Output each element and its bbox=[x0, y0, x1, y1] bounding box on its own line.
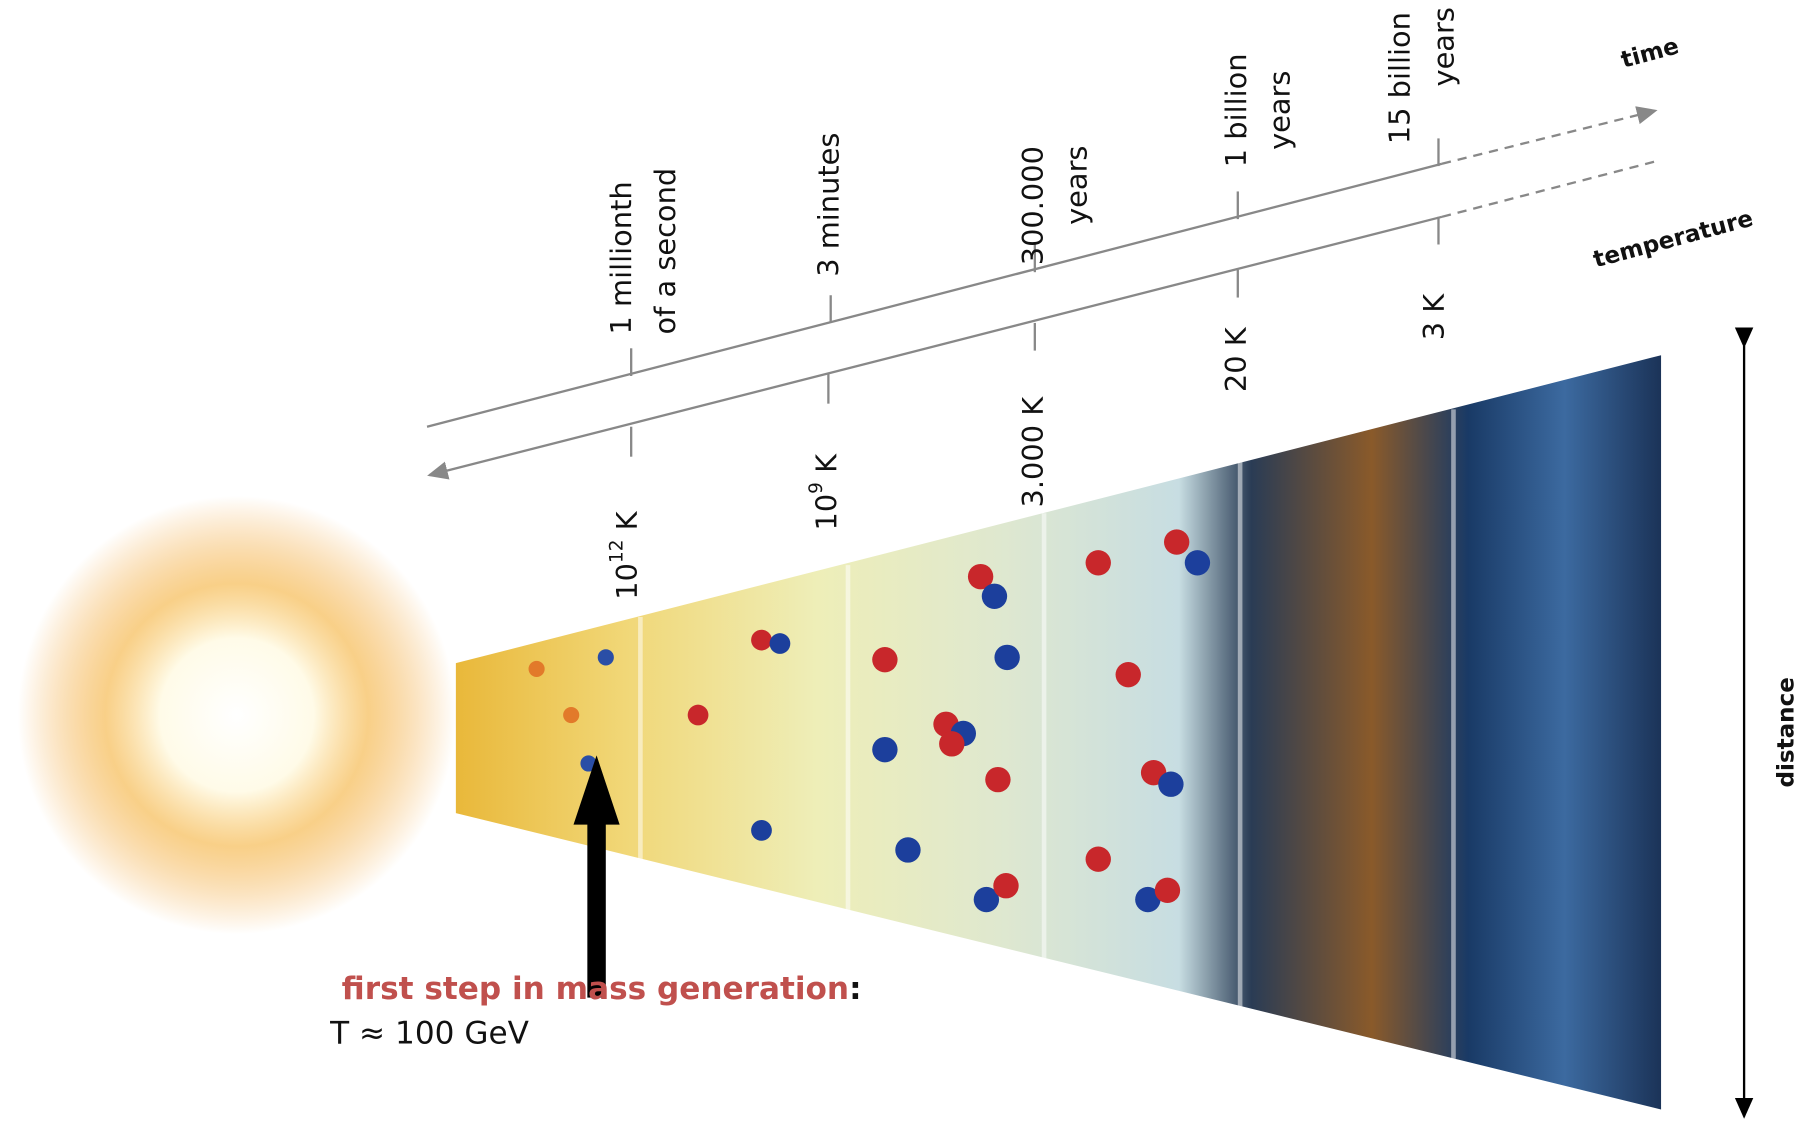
diagram: time temperature 1 millionth of a second 3… bbox=[0, 0, 1809, 1121]
time-tick-label: years bbox=[1426, 7, 1460, 86]
time-tick-label: 15 billion bbox=[1383, 12, 1417, 144]
time-tick-label: years bbox=[1060, 146, 1094, 225]
time-tick-label: 1 billion bbox=[1219, 53, 1253, 167]
temp-base: 3.000 K bbox=[1016, 396, 1050, 508]
annotation-title: first step in mass generation: bbox=[342, 971, 862, 1007]
temp-base: 10 bbox=[809, 494, 843, 531]
temp-unit: K bbox=[610, 510, 644, 539]
temperature-tick-label: 1012 K bbox=[606, 510, 644, 599]
temp-exponent: 9 bbox=[806, 482, 827, 494]
temp-base: 10 bbox=[610, 563, 644, 600]
temp-exponent: 12 bbox=[606, 540, 627, 563]
temperature-label: temperature bbox=[1591, 206, 1756, 274]
time-tick-label: 1 millionth bbox=[604, 181, 638, 334]
big-bang bbox=[18, 496, 456, 934]
annotation-colon: : bbox=[849, 971, 861, 1007]
annotation-title-text: first step in mass generation bbox=[342, 971, 849, 1007]
temperature-tick-label: 109 K bbox=[806, 453, 844, 531]
time-tick-label: of a second bbox=[648, 168, 682, 335]
temp-unit: K bbox=[809, 453, 843, 482]
temperature-tick-label: 3 K bbox=[1417, 293, 1451, 341]
temperature-tick-label: 20 K bbox=[1219, 326, 1253, 392]
distance-label: distance bbox=[1774, 677, 1800, 787]
annotation-detail: T ≈ 100 GeV bbox=[329, 1016, 529, 1052]
time-tick-label: years bbox=[1263, 71, 1297, 150]
time-label: time bbox=[1618, 33, 1681, 73]
temp-base: 3 K bbox=[1417, 293, 1451, 341]
time-tick-label: 3 minutes bbox=[812, 133, 846, 277]
temperature-tick-label: 3.000 K bbox=[1016, 396, 1050, 508]
time-tick-label: 300.000 bbox=[1016, 146, 1050, 265]
temp-base: 20 K bbox=[1219, 326, 1253, 392]
